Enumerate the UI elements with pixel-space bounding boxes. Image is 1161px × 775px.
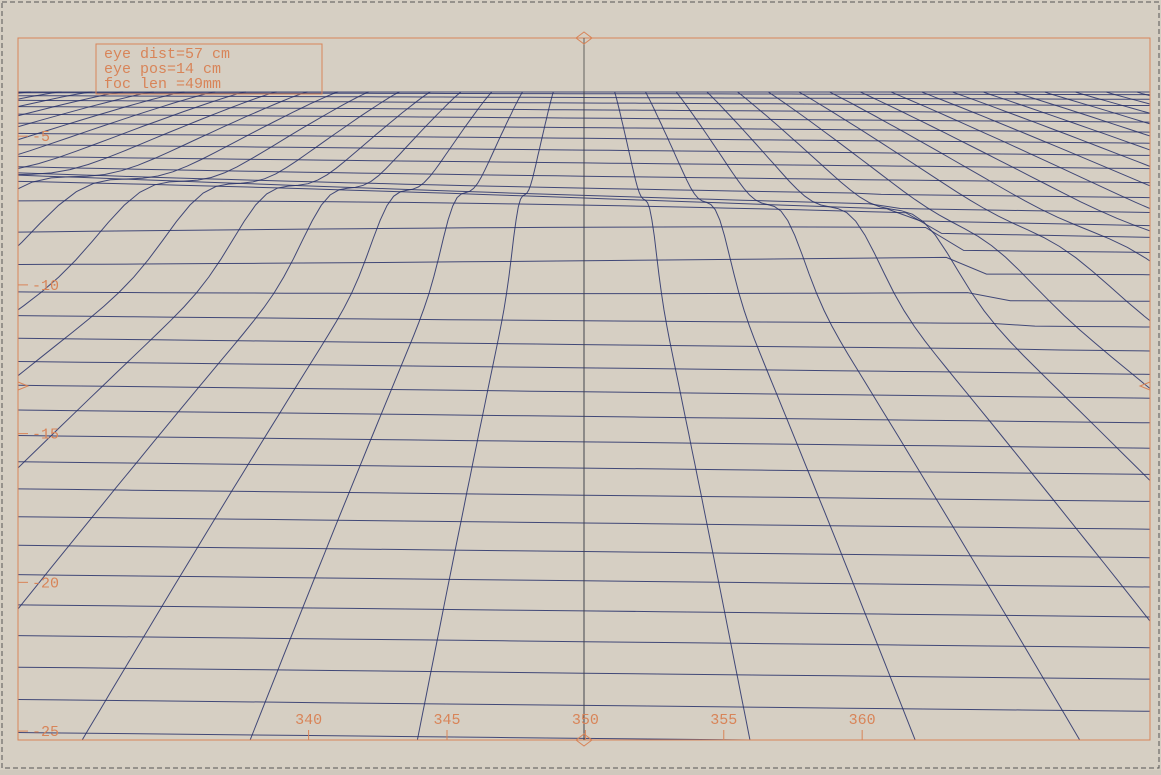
x-tick-label: 340: [295, 712, 322, 729]
x-tick-label: 350: [572, 712, 599, 729]
x-tick-label: 360: [849, 712, 876, 729]
x-tick-label: 345: [433, 712, 460, 729]
y-tick-label: -10: [32, 278, 59, 295]
y-tick-label: -20: [32, 575, 59, 592]
y-tick-label: -15: [32, 427, 59, 444]
annotation: foc len =49mm: [104, 76, 221, 93]
y-tick-label: -5: [32, 129, 50, 146]
x-tick-label: 355: [710, 712, 737, 729]
y-tick-label: -25: [32, 724, 59, 741]
